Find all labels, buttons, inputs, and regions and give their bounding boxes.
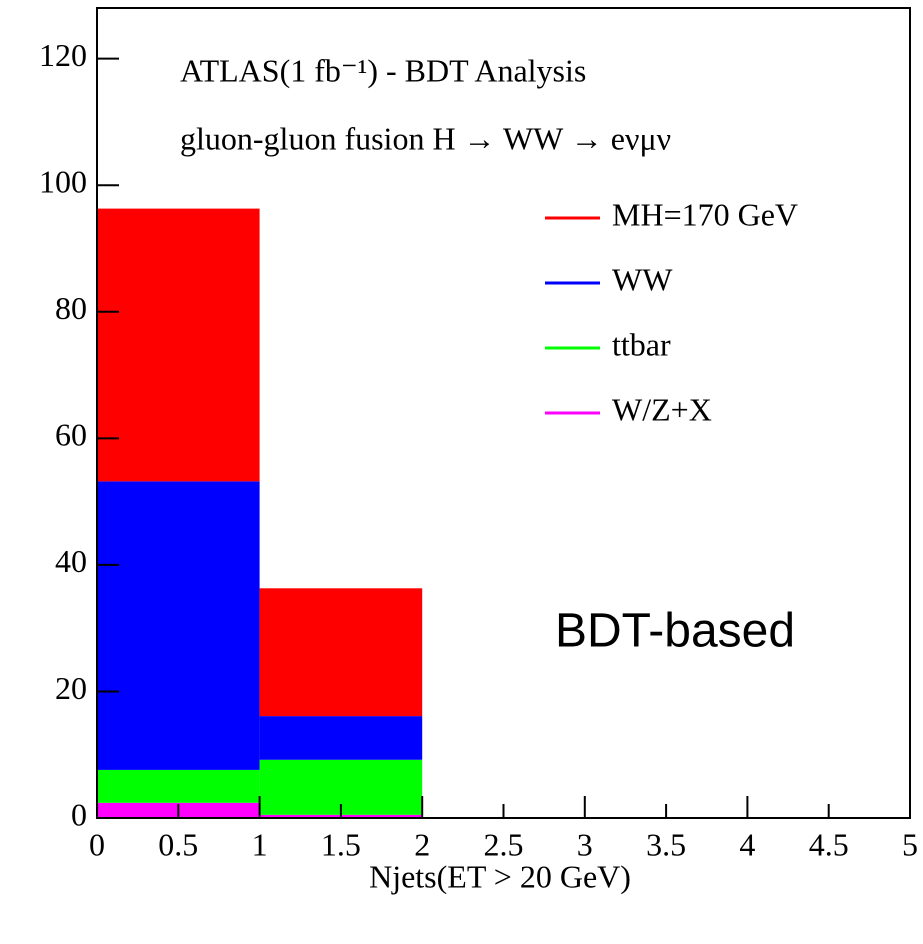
y-tick-label: 100 <box>39 164 87 200</box>
chart-subtitle: gluon-gluon fusion H → WW → eνμν <box>180 120 671 156</box>
x-axis-label: Njets(ET > 20 GeV) <box>369 858 631 894</box>
y-tick-label: 20 <box>55 670 87 706</box>
x-tick-label: 0 <box>89 826 105 862</box>
chart-title: ATLAS(1 fb⁻¹) - BDT Analysis <box>180 52 586 88</box>
legend-label: ttbar <box>612 326 671 362</box>
x-tick-label: 2.5 <box>484 826 524 862</box>
x-tick-label: 3 <box>577 826 593 862</box>
bar-segment <box>97 769 260 803</box>
legend-label: W/Z+X <box>612 391 712 427</box>
y-tick-label: 120 <box>39 37 87 73</box>
x-tick-label: 4 <box>739 826 755 862</box>
bar-segment <box>259 716 423 760</box>
y-tick-label: 0 <box>71 796 87 832</box>
bar-segment <box>259 588 423 717</box>
x-tick-label: 4.5 <box>809 826 849 862</box>
x-tick-label: 1 <box>252 826 268 862</box>
bar-segment <box>97 208 260 482</box>
x-tick-label: 1.5 <box>321 826 361 862</box>
annotation: BDT-based <box>555 605 795 658</box>
legend-label: WW <box>612 261 673 297</box>
x-tick-label: 5 <box>902 826 918 862</box>
y-tick-label: 60 <box>55 417 87 453</box>
legend-label: MH=170 GeV <box>612 196 798 232</box>
x-tick-label: 3.5 <box>646 826 686 862</box>
y-tick-label: 80 <box>55 290 87 326</box>
x-tick-label: 0.5 <box>158 826 198 862</box>
bar-segment <box>97 481 260 770</box>
x-tick-label: 2 <box>414 826 430 862</box>
y-tick-label: 40 <box>55 543 87 579</box>
